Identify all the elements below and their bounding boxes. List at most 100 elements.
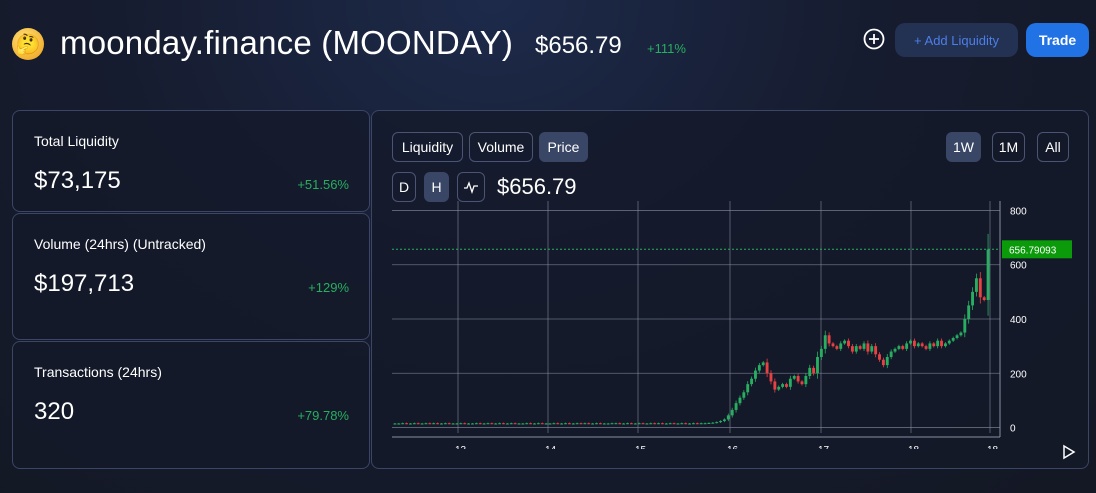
candle — [579, 423, 583, 425]
candle — [808, 367, 812, 376]
line-chart-toggle-button[interactable] — [457, 172, 485, 202]
interval-hour-button[interactable]: H — [424, 172, 449, 202]
candle — [831, 343, 835, 347]
candle — [839, 343, 843, 349]
range-1m-button[interactable]: 1M — [992, 132, 1025, 162]
add-to-watchlist-icon[interactable] — [863, 28, 885, 50]
candle — [707, 422, 711, 424]
candle — [769, 373, 773, 382]
candle — [401, 423, 405, 425]
candle — [575, 423, 579, 425]
stat-card-volume: Volume (24hrs) (Untracked) $197,713 +129… — [12, 213, 370, 340]
candle — [428, 423, 432, 425]
candle — [432, 423, 436, 425]
stat-card-total-liquidity: Total Liquidity $73,175 +51.56% — [12, 110, 370, 212]
tab-liquidity[interactable]: Liquidity — [392, 132, 463, 162]
stat-value: $197,713 — [34, 270, 135, 297]
range-1w-button[interactable]: 1W — [946, 132, 981, 162]
candle — [715, 422, 719, 424]
candle — [792, 376, 796, 379]
candle — [393, 423, 397, 425]
stat-change: +129% — [308, 280, 349, 295]
range-all-button[interactable]: All — [1037, 132, 1069, 162]
candle — [881, 359, 885, 366]
y-tick-label: 600 — [1010, 261, 1027, 272]
candlestick-chart[interactable]: 0 200 400 600 800 13 14 15 16 17 18 18 656.79093 — [380, 199, 1080, 449]
header: 🤔 moonday.finance (MOONDAY) $656.79 +111… — [0, 0, 1096, 90]
candle — [606, 423, 610, 425]
candle — [567, 423, 571, 425]
candle — [478, 423, 482, 425]
candle — [889, 351, 893, 357]
stat-label: Transactions (24hrs) — [34, 364, 162, 380]
x-tick-label: 14 — [545, 445, 557, 449]
candle — [959, 332, 963, 336]
stat-label: Volume (24hrs) (Untracked) — [34, 236, 206, 252]
candle — [870, 346, 874, 352]
candle — [416, 423, 420, 425]
candle — [978, 278, 982, 298]
trade-button[interactable]: Trade — [1026, 23, 1089, 57]
candle — [982, 297, 986, 300]
candle — [447, 423, 451, 425]
stat-change: +51.56% — [297, 177, 349, 192]
interval-day-button[interactable]: D — [392, 172, 416, 202]
candle — [936, 340, 940, 347]
candle — [657, 423, 660, 425]
candle — [645, 423, 649, 425]
candle — [533, 423, 536, 425]
candle — [602, 423, 606, 425]
candle — [626, 423, 629, 425]
candle — [951, 338, 955, 341]
candle — [595, 423, 598, 425]
candle — [440, 423, 443, 425]
add-liquidity-button[interactable]: + Add Liquidity — [895, 23, 1018, 57]
y-tick-label: 800 — [1010, 206, 1027, 217]
candle — [971, 291, 974, 306]
candle — [761, 362, 765, 366]
candle — [614, 423, 618, 425]
candle — [637, 423, 641, 425]
candle — [955, 335, 959, 338]
candle — [788, 378, 792, 387]
candle — [816, 357, 819, 374]
candle — [699, 423, 703, 425]
candle — [556, 423, 560, 425]
candle — [932, 343, 936, 347]
candle — [750, 378, 754, 385]
candle — [765, 362, 769, 374]
candle — [564, 423, 567, 425]
candle — [451, 423, 455, 425]
tab-price[interactable]: Price — [539, 132, 588, 162]
x-tick-label: 15 — [635, 445, 647, 449]
candle — [548, 423, 552, 425]
candle — [544, 423, 548, 425]
candle — [540, 423, 544, 425]
candle — [443, 423, 447, 425]
candle — [974, 278, 978, 292]
x-tick-label: 16 — [727, 445, 739, 449]
candle — [583, 423, 587, 425]
token-price: $656.79 — [535, 32, 622, 59]
candle — [924, 346, 928, 349]
candle — [471, 423, 474, 425]
candle — [502, 423, 505, 425]
candle — [676, 423, 680, 425]
tab-volume[interactable]: Volume — [469, 132, 533, 162]
candle — [513, 423, 517, 425]
candle — [967, 305, 971, 319]
candle — [843, 340, 847, 344]
candle — [664, 423, 668, 425]
candle — [757, 365, 761, 371]
play-icon[interactable] — [1062, 444, 1076, 460]
candle — [680, 423, 684, 425]
candle — [409, 423, 412, 425]
candle — [835, 346, 839, 349]
candle — [463, 423, 467, 425]
candle — [905, 343, 909, 349]
candle — [711, 422, 715, 424]
stat-value: 320 — [34, 398, 75, 425]
candle — [455, 423, 459, 425]
candle — [505, 423, 509, 425]
candle — [653, 423, 657, 425]
